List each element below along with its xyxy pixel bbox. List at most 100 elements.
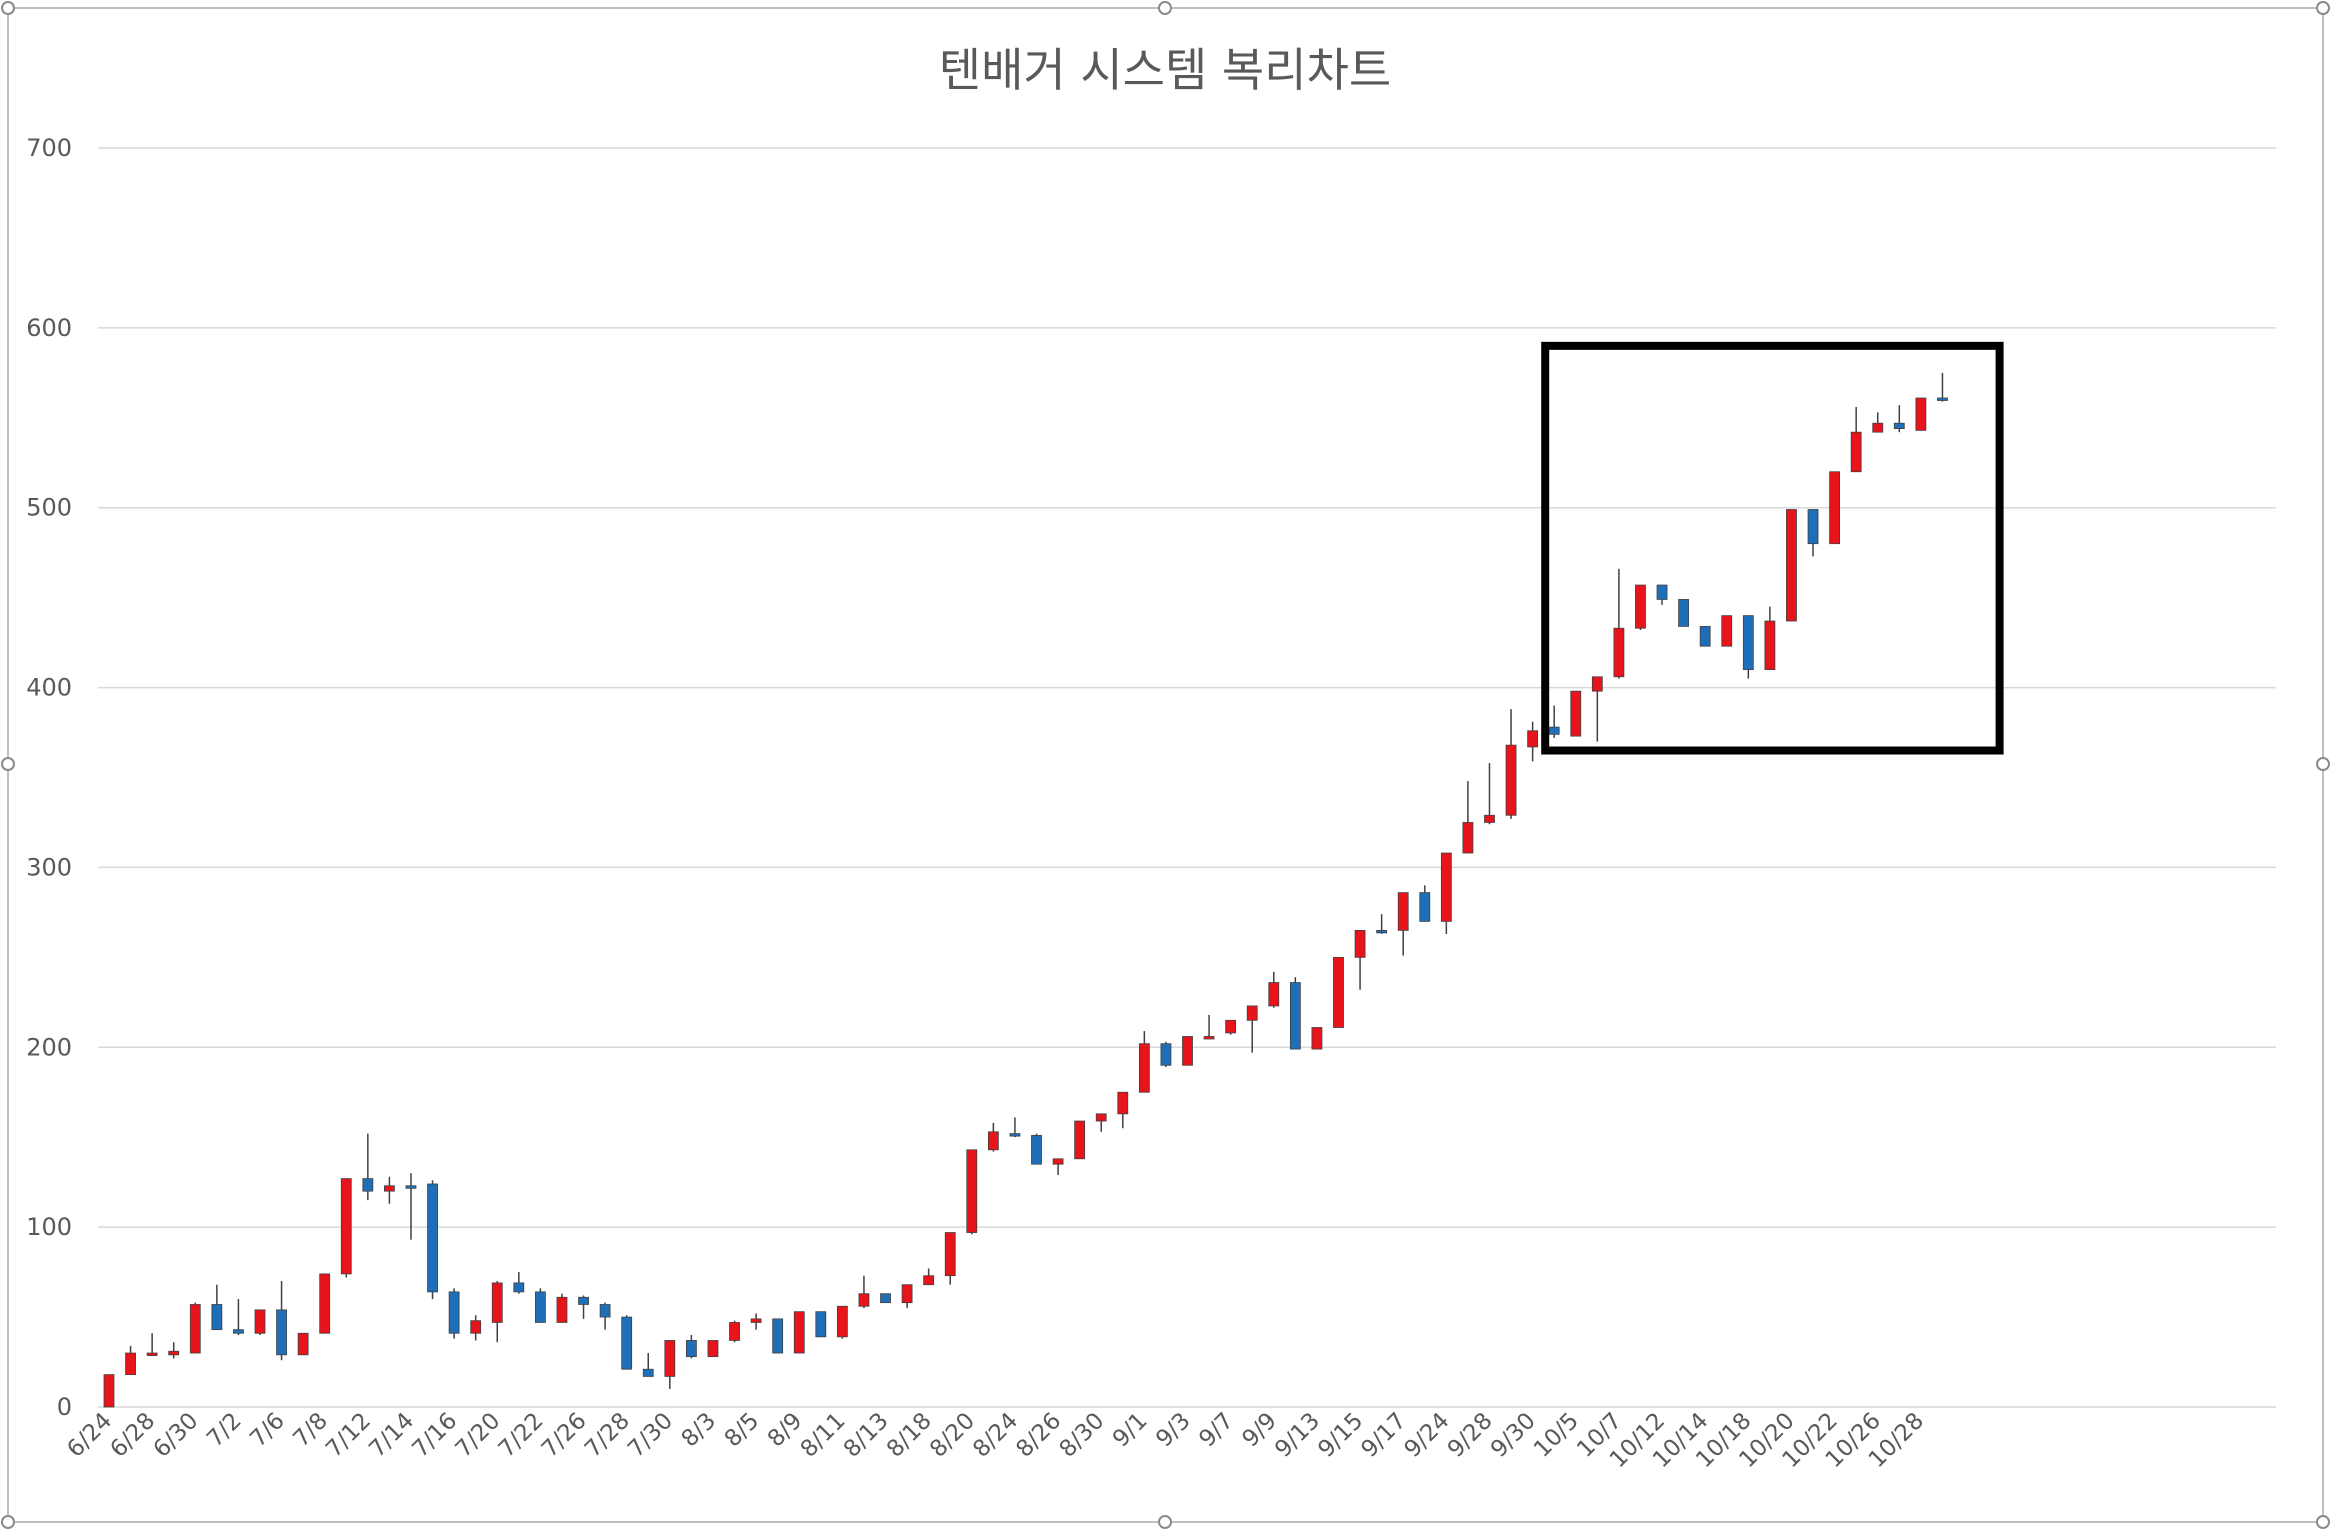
candle-body-up bbox=[1440, 852, 1452, 922]
candle-body-up bbox=[1354, 929, 1366, 958]
candle bbox=[1052, 1158, 1064, 1175]
candle-body-up bbox=[297, 1332, 309, 1356]
candle-body-up bbox=[1182, 1036, 1193, 1066]
candle-body-down bbox=[1031, 1135, 1042, 1165]
candle bbox=[1872, 412, 1884, 433]
candle-body-up bbox=[858, 1293, 870, 1307]
candle bbox=[1807, 509, 1819, 557]
candle bbox=[1289, 977, 1301, 1050]
candle bbox=[1505, 709, 1517, 819]
candle bbox=[1160, 1041, 1172, 1068]
candle bbox=[276, 1281, 287, 1361]
candle-body-down bbox=[1656, 584, 1668, 600]
candle bbox=[1613, 568, 1625, 679]
candles bbox=[103, 372, 1948, 1408]
resize-handle-top-left[interactable] bbox=[1, 1, 15, 15]
candle-body-up bbox=[1764, 620, 1776, 670]
candle-body-up bbox=[944, 1232, 956, 1277]
candle bbox=[966, 1149, 978, 1235]
candle bbox=[880, 1293, 891, 1304]
candle bbox=[233, 1299, 244, 1336]
candle-body-up bbox=[1268, 982, 1280, 1007]
candle-body-down bbox=[362, 1178, 374, 1192]
candle bbox=[1376, 914, 1388, 934]
candle bbox=[1462, 781, 1474, 854]
highlight-rectangle bbox=[1541, 341, 2004, 755]
candle bbox=[1570, 690, 1582, 737]
candle-body-up bbox=[1850, 431, 1862, 473]
candle-body-up bbox=[319, 1273, 331, 1334]
candle bbox=[556, 1293, 568, 1323]
candle bbox=[470, 1315, 482, 1341]
y-tick-label: 600 bbox=[26, 314, 72, 342]
candle-body-up bbox=[1721, 615, 1733, 647]
x-axis-tick-labels: 6/246/286/307/27/67/87/127/147/167/207/2… bbox=[62, 1408, 1929, 1473]
candle-body-down bbox=[427, 1183, 438, 1293]
candle-body-up bbox=[1505, 744, 1517, 816]
resize-handle-middle-right[interactable] bbox=[2316, 757, 2330, 771]
resize-handle-top-middle[interactable] bbox=[1158, 1, 1172, 15]
candle-body-up bbox=[1203, 1036, 1215, 1040]
candle bbox=[987, 1122, 999, 1152]
candle bbox=[1742, 615, 1754, 679]
candle bbox=[793, 1311, 805, 1354]
candle bbox=[621, 1315, 633, 1370]
candle-body-up bbox=[1484, 814, 1495, 823]
candle-body-up bbox=[556, 1296, 568, 1323]
candle-body-down bbox=[815, 1311, 827, 1338]
candle-body-up bbox=[793, 1311, 805, 1354]
resize-handle-top-right[interactable] bbox=[2316, 1, 2330, 15]
y-tick-label: 200 bbox=[26, 1033, 72, 1061]
y-tick-label: 400 bbox=[26, 674, 72, 702]
candle-body-down bbox=[513, 1282, 525, 1293]
candle bbox=[578, 1295, 589, 1319]
chart-title: 텐배거 시스템 복리차트 bbox=[939, 43, 1391, 97]
candle bbox=[1031, 1133, 1042, 1165]
candle bbox=[1764, 606, 1776, 670]
candle-body-down bbox=[1419, 892, 1431, 922]
candle bbox=[836, 1305, 848, 1339]
candle bbox=[1829, 471, 1840, 545]
candle bbox=[427, 1180, 438, 1300]
candle bbox=[1074, 1120, 1086, 1160]
candle bbox=[254, 1309, 266, 1336]
candle-body-down bbox=[211, 1304, 223, 1331]
candle-body-up bbox=[103, 1374, 115, 1408]
candle-body-down bbox=[1289, 982, 1301, 1050]
candle bbox=[1678, 599, 1690, 627]
resize-handle-bottom-left[interactable] bbox=[1, 1515, 15, 1529]
candle-body-down bbox=[578, 1296, 589, 1305]
candle bbox=[1893, 405, 1905, 433]
candle-body-down bbox=[276, 1309, 287, 1356]
candle bbox=[1484, 763, 1495, 825]
candle bbox=[146, 1333, 158, 1356]
candle bbox=[1527, 721, 1539, 762]
candle-body-up bbox=[901, 1284, 913, 1304]
candle bbox=[211, 1284, 223, 1331]
candle bbox=[1419, 885, 1431, 922]
candle-body-up bbox=[1829, 471, 1840, 545]
candle bbox=[491, 1281, 503, 1343]
resize-handle-bottom-right[interactable] bbox=[2316, 1515, 2330, 1529]
candle-body-up bbox=[729, 1322, 740, 1341]
candle bbox=[189, 1302, 201, 1354]
candle-body-up bbox=[1613, 627, 1625, 678]
y-axis-tick-labels: 0 100 200 300 400 500 600 700 bbox=[26, 134, 72, 1421]
resize-handle-bottom-middle[interactable] bbox=[1158, 1515, 1172, 1529]
candle bbox=[125, 1345, 136, 1376]
candle bbox=[362, 1133, 374, 1201]
candle bbox=[772, 1318, 784, 1354]
candle-body-up bbox=[1117, 1091, 1129, 1115]
candle bbox=[448, 1288, 460, 1339]
candle-body-up bbox=[1786, 509, 1797, 622]
candle bbox=[599, 1302, 611, 1330]
resize-handle-middle-left[interactable] bbox=[1, 757, 15, 771]
candle-body-down bbox=[685, 1340, 697, 1358]
candle bbox=[1699, 626, 1711, 647]
candle-body-up bbox=[1138, 1043, 1150, 1093]
y-tick-label: 0 bbox=[57, 1393, 72, 1421]
highlight-box bbox=[1541, 341, 2004, 755]
candle-body-up bbox=[750, 1318, 762, 1323]
